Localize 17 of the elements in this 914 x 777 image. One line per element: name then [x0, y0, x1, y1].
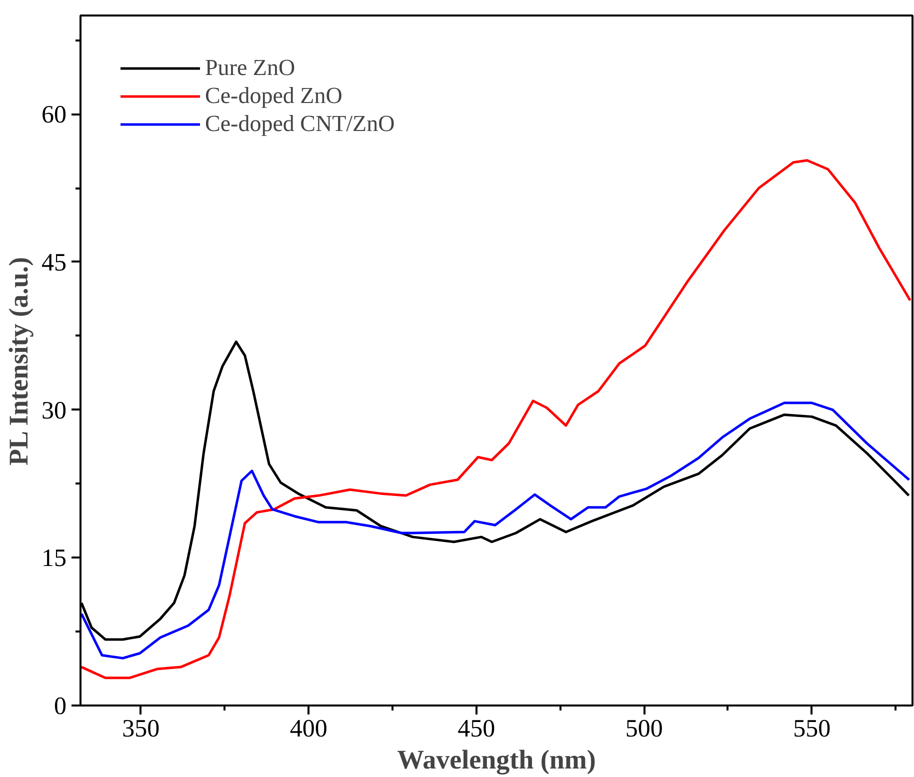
y-tick-label: 45 — [42, 249, 66, 276]
x-tick-label: 450 — [458, 716, 496, 742]
x-axis-title: Wavelength (nm) — [397, 744, 596, 774]
y-tick-label: 30 — [42, 397, 66, 424]
x-tick-label: 400 — [290, 716, 328, 742]
y-axis-title: PL Intensity (a.u.) — [4, 256, 34, 466]
x-tick-label: 550 — [793, 716, 831, 742]
legend-label: Ce-doped CNT/ZnO — [205, 111, 395, 137]
line-series — [80, 402, 910, 660]
x-tick-label: 350 — [122, 716, 160, 742]
y-tick-label: 60 — [42, 102, 66, 129]
y-tick-label: 0 — [54, 693, 66, 720]
x-tick-label: 500 — [625, 716, 663, 742]
line-series — [80, 159, 912, 680]
legend-label: Pure ZnO — [205, 55, 296, 81]
legend-label: Ce-doped ZnO — [205, 83, 342, 109]
y-tick-label: 15 — [42, 545, 66, 572]
